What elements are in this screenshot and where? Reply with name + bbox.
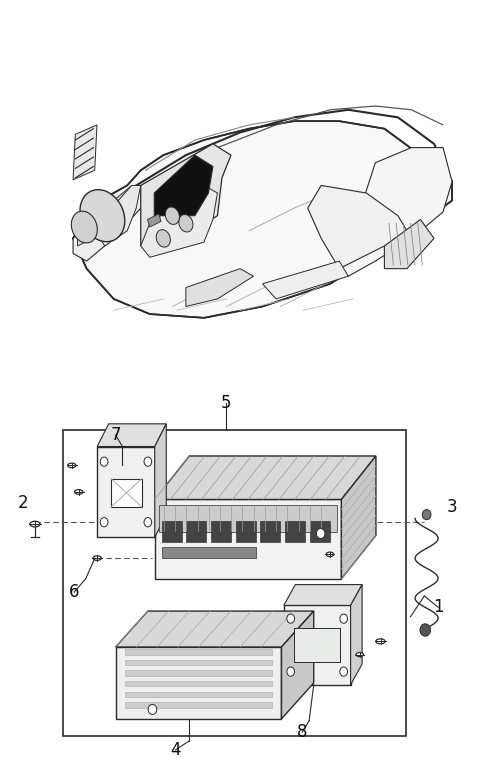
Polygon shape bbox=[384, 219, 434, 269]
Polygon shape bbox=[211, 521, 231, 542]
Polygon shape bbox=[236, 521, 256, 542]
Ellipse shape bbox=[340, 667, 348, 676]
Ellipse shape bbox=[30, 521, 40, 527]
Polygon shape bbox=[284, 605, 350, 685]
Polygon shape bbox=[350, 584, 362, 685]
Ellipse shape bbox=[68, 463, 76, 468]
Ellipse shape bbox=[144, 457, 152, 466]
Ellipse shape bbox=[340, 614, 348, 623]
Ellipse shape bbox=[326, 552, 334, 557]
Polygon shape bbox=[155, 499, 341, 579]
Text: 3: 3 bbox=[447, 498, 457, 516]
Polygon shape bbox=[125, 681, 272, 686]
Polygon shape bbox=[261, 521, 280, 542]
Polygon shape bbox=[155, 424, 166, 537]
Polygon shape bbox=[155, 456, 376, 499]
Ellipse shape bbox=[422, 510, 431, 520]
Polygon shape bbox=[125, 670, 272, 676]
Polygon shape bbox=[263, 261, 348, 299]
Polygon shape bbox=[162, 547, 256, 558]
Polygon shape bbox=[97, 424, 166, 446]
Ellipse shape bbox=[144, 517, 152, 527]
Polygon shape bbox=[125, 660, 272, 665]
Ellipse shape bbox=[376, 639, 385, 644]
Polygon shape bbox=[73, 185, 150, 261]
Polygon shape bbox=[97, 446, 155, 537]
Ellipse shape bbox=[74, 489, 83, 494]
Ellipse shape bbox=[100, 517, 108, 527]
Ellipse shape bbox=[100, 457, 108, 466]
Polygon shape bbox=[284, 584, 362, 605]
Text: 4: 4 bbox=[170, 741, 181, 759]
Ellipse shape bbox=[80, 190, 125, 242]
Ellipse shape bbox=[179, 215, 193, 232]
Polygon shape bbox=[310, 521, 330, 542]
Polygon shape bbox=[73, 121, 452, 318]
Text: 6: 6 bbox=[69, 583, 79, 601]
Ellipse shape bbox=[165, 207, 180, 225]
Polygon shape bbox=[186, 521, 206, 542]
Ellipse shape bbox=[156, 229, 170, 247]
Polygon shape bbox=[341, 456, 376, 579]
Ellipse shape bbox=[356, 652, 363, 657]
Text: 2: 2 bbox=[18, 494, 29, 513]
Text: 8: 8 bbox=[297, 723, 308, 741]
Polygon shape bbox=[116, 611, 314, 647]
Polygon shape bbox=[125, 692, 272, 697]
Polygon shape bbox=[154, 155, 213, 215]
Polygon shape bbox=[186, 269, 253, 306]
Polygon shape bbox=[339, 147, 452, 276]
Polygon shape bbox=[141, 185, 217, 257]
Ellipse shape bbox=[93, 556, 101, 560]
Text: 7: 7 bbox=[110, 426, 121, 444]
Ellipse shape bbox=[316, 529, 325, 539]
Polygon shape bbox=[125, 649, 272, 655]
Polygon shape bbox=[116, 647, 281, 719]
Polygon shape bbox=[96, 185, 141, 246]
Text: 1: 1 bbox=[433, 598, 444, 616]
Polygon shape bbox=[78, 185, 136, 246]
Polygon shape bbox=[285, 521, 305, 542]
Polygon shape bbox=[308, 185, 411, 269]
Polygon shape bbox=[281, 611, 314, 719]
Text: 5: 5 bbox=[221, 394, 231, 412]
Polygon shape bbox=[73, 125, 97, 180]
Polygon shape bbox=[147, 214, 161, 227]
Ellipse shape bbox=[72, 212, 97, 243]
Polygon shape bbox=[111, 479, 142, 507]
Polygon shape bbox=[125, 703, 272, 707]
Ellipse shape bbox=[148, 704, 157, 714]
Polygon shape bbox=[162, 521, 182, 542]
Polygon shape bbox=[141, 144, 231, 253]
Ellipse shape bbox=[287, 667, 295, 676]
Polygon shape bbox=[294, 628, 340, 662]
Polygon shape bbox=[159, 505, 337, 532]
Polygon shape bbox=[62, 429, 406, 736]
Ellipse shape bbox=[420, 624, 431, 636]
Ellipse shape bbox=[287, 614, 295, 623]
